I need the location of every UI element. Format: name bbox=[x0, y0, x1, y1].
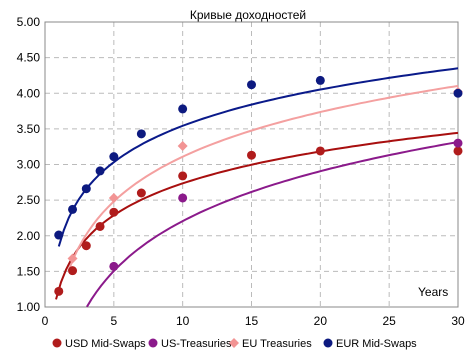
x-tick-label: 25 bbox=[382, 314, 396, 328]
data-point bbox=[453, 88, 463, 98]
trendline bbox=[57, 67, 459, 247]
data-point bbox=[109, 152, 119, 162]
data-point bbox=[315, 146, 325, 156]
data-point bbox=[81, 184, 91, 194]
data-point bbox=[109, 261, 119, 271]
y-tick-label: 5.00 bbox=[17, 15, 41, 29]
legend-label: EUR Mid-Swaps bbox=[336, 338, 417, 350]
data-point bbox=[453, 138, 463, 148]
data-point bbox=[177, 140, 188, 151]
legend-marker bbox=[148, 338, 158, 348]
y-tick-label: 4.50 bbox=[17, 51, 41, 65]
legend-label: USD Mid-Swaps bbox=[65, 338, 146, 350]
x-tick-label: 5 bbox=[110, 314, 117, 328]
y-tick-label: 3.50 bbox=[17, 122, 41, 136]
data-point bbox=[54, 230, 64, 240]
data-point bbox=[68, 266, 78, 276]
data-point bbox=[81, 241, 91, 251]
data-point bbox=[95, 166, 105, 176]
y-tick-label: 4.00 bbox=[17, 86, 41, 100]
y-axis-tick-labels: 1.00 1.50 2.00 2.50 3.00 3.50 4.00 4.50 5.00 bbox=[17, 15, 41, 314]
y-tick-label: 3.00 bbox=[17, 158, 41, 172]
x-axis-tick-labels: 0 5 10 15 20 25 30 bbox=[42, 314, 465, 328]
data-point bbox=[315, 75, 325, 85]
legend-label: US-Treasuries bbox=[161, 338, 232, 350]
trendline bbox=[86, 141, 459, 308]
x-tick-label: 15 bbox=[245, 314, 259, 328]
data-point bbox=[136, 188, 146, 198]
data-point bbox=[67, 253, 78, 264]
data-point bbox=[247, 150, 256, 160]
trendline bbox=[55, 131, 459, 300]
x-tick-label: 10 bbox=[176, 314, 190, 328]
y-tick-label: 2.50 bbox=[17, 193, 41, 207]
legend-label: EU Treasuries bbox=[242, 338, 312, 350]
data-point bbox=[109, 207, 119, 217]
data-point bbox=[54, 286, 64, 296]
data-point bbox=[136, 129, 146, 139]
x-tick-label: 20 bbox=[314, 314, 328, 328]
data-point bbox=[453, 146, 463, 156]
trendlines bbox=[55, 67, 459, 308]
x-axis-label: Years bbox=[418, 285, 448, 299]
data-point bbox=[247, 80, 256, 90]
data-point bbox=[178, 193, 188, 203]
legend: USD Mid-Swaps US-Treasuries EU Treasuries E… bbox=[52, 338, 417, 350]
y-tick-label: 2.00 bbox=[17, 229, 41, 243]
y-tick-label: 1.00 bbox=[17, 300, 41, 314]
data-point bbox=[95, 221, 105, 231]
data-point bbox=[178, 104, 188, 114]
trendline bbox=[67, 84, 459, 272]
plot-area-border bbox=[44, 21, 459, 308]
x-tick-label: 0 bbox=[42, 314, 49, 328]
data-points bbox=[54, 75, 463, 296]
data-point bbox=[178, 171, 188, 181]
y-tick-label: 1.50 bbox=[17, 264, 41, 278]
legend-marker bbox=[52, 338, 62, 348]
legend-marker bbox=[229, 338, 239, 348]
legend-marker bbox=[323, 338, 333, 348]
data-point bbox=[108, 192, 119, 203]
data-point bbox=[68, 204, 78, 214]
x-tick-label: 30 bbox=[451, 314, 465, 328]
gridlines bbox=[45, 22, 458, 307]
chart-title: Кривые доходностей bbox=[190, 8, 306, 22]
